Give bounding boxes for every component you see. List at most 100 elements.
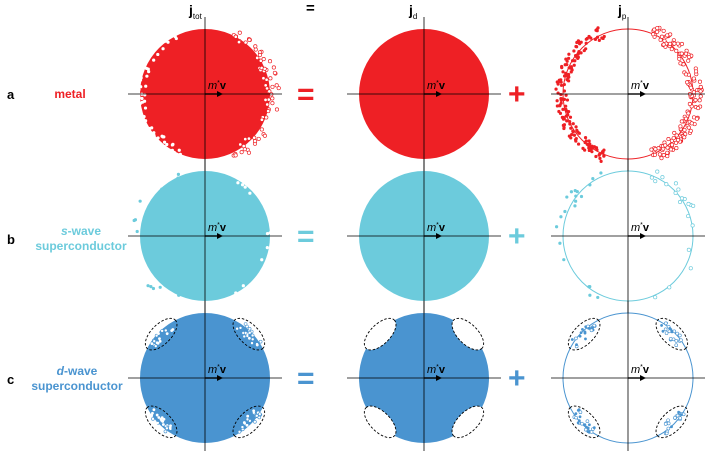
dwave-tot-lobe-hollow-dot	[235, 326, 239, 331]
column-header-jd: jd	[409, 2, 418, 21]
dwave-tot-lobe-hollow-dot	[247, 326, 252, 331]
metal-p-right-hollow-dot	[662, 38, 667, 43]
dwave-tot-lobe-dot	[151, 411, 154, 415]
metal-p-left-dot	[554, 87, 558, 91]
metal-tot-right-hollow-dot	[253, 44, 258, 49]
metal-p-right-hollow-dot	[691, 76, 696, 81]
metal-p-right-hollow-dot	[678, 124, 683, 129]
dwave-p-lobe-dot	[575, 343, 578, 346]
dwave-tot-lobe-hollow-dot	[237, 429, 242, 434]
column-header-equals: =	[306, 0, 315, 17]
metal-p-right-hollow-dot	[667, 41, 673, 46]
metal-p-right-hollow-dot	[659, 156, 664, 161]
metal-p-left-dot	[555, 104, 559, 108]
metal-p-left-dot	[573, 53, 578, 58]
metal-tot-right-hollow-dot	[233, 153, 238, 158]
metal-p-right-hollow-dot	[675, 137, 681, 143]
dwave-tot-lobe-dot	[242, 421, 246, 424]
metal-p-left-dot	[566, 76, 570, 80]
swave-tot-velocity-label: m*v	[208, 222, 227, 234]
dwave-tot-lobe-dot	[150, 335, 154, 339]
swave-tot-left-dot	[165, 283, 169, 287]
metal-p-left-dot	[570, 59, 575, 63]
metal-p-left-dot	[566, 72, 571, 77]
metal-p-left-dot	[587, 139, 591, 143]
metal-p-left-dot	[581, 146, 585, 150]
dwave-tot-lobe-hollow-dot	[160, 329, 164, 333]
metal-tot-left-dot	[143, 106, 148, 110]
metal-p-right-hollow-dot	[669, 142, 675, 147]
dwave-p-lobe-dot	[661, 329, 665, 333]
metal-p-left-dot	[561, 70, 565, 74]
row-name-metal: metal	[54, 87, 86, 101]
metal-tot-right-hollow-dot	[246, 150, 252, 155]
metal-p-left-dot	[576, 51, 580, 55]
metal-tot-right-hollow-dot	[267, 59, 273, 64]
swave-tot-right-dot	[243, 185, 247, 189]
metal-p-right-hollow-dot	[698, 89, 703, 94]
metal-tot-left-dot	[143, 57, 147, 61]
metal-tot-left-dot	[173, 154, 178, 158]
metal-p-left-dot	[572, 49, 576, 53]
swave-p-right-hollow-dot	[673, 181, 678, 186]
dwave-p-lobe-dot	[584, 425, 588, 429]
metal-p-right-hollow-dot	[686, 125, 691, 130]
dwave-p-lobe-hollow-dot	[678, 416, 683, 420]
metal-p-velocity-label: m*v	[631, 80, 650, 92]
metal-tot-velocity-arrowhead	[217, 91, 223, 97]
metal-tot-right-hollow-dot	[243, 137, 248, 142]
metal-tot-left-dot	[172, 150, 176, 154]
metal-tot-right-hollow-dot	[246, 136, 251, 141]
metal-tot-right-hollow-dot	[266, 109, 271, 114]
metal-d-velocity-label: m*v	[427, 80, 446, 92]
swave-p-right-hollow-dot	[679, 196, 685, 201]
dwave-tot-lobe-hollow-dot	[163, 429, 168, 434]
dwave-p-lobe-dot	[660, 324, 663, 327]
dwave-p-lobe-dot	[590, 326, 594, 330]
dwave-tot-lobe-hollow-dot	[240, 425, 245, 429]
dwave-tot-lobe-hollow-dot	[247, 331, 252, 335]
metal-p-right-hollow-dot	[682, 135, 687, 140]
metal-p-left-dot	[565, 98, 570, 102]
dwave-d-lobe-ellipse	[363, 317, 397, 351]
metal-p-right-hollow-dot	[657, 152, 662, 157]
dwave-p-lobe-dot	[577, 419, 581, 423]
swave-tot-left-dot	[144, 212, 148, 216]
swave-tot-left-dot	[149, 285, 153, 289]
dwave-tot-lobe-dot	[155, 413, 159, 417]
dwave-p-lobe-dot	[578, 334, 582, 338]
dwave-tot-lobe-dot	[154, 422, 158, 425]
swave-tot-left-dot	[144, 236, 148, 241]
metal-p-left-dot	[593, 37, 598, 42]
swave-p-left-dot	[574, 199, 578, 203]
metal-p-right-hollow-dot	[655, 26, 660, 31]
dwave-tot-lobe-hollow-dot	[250, 333, 255, 338]
dwave-tot-lobe-dot	[162, 417, 166, 421]
metal-p-left-dot	[560, 66, 564, 70]
swave-tot-right-dot	[248, 191, 252, 195]
dwave-p-lobe-hollow-dot	[666, 421, 671, 426]
metal-p-right-hollow-dot	[674, 48, 679, 53]
dwave-tot-lobe-dot	[171, 328, 175, 331]
dwave-p-lobe-hollow-dot	[580, 421, 584, 426]
metal-tot-left-dot	[137, 78, 142, 82]
equals-sign-c: =	[297, 362, 315, 395]
swave-tot-velocity-arrowhead	[217, 233, 223, 239]
swave-tot-left-dot	[146, 284, 150, 288]
dwave-tot-lobe-dot	[247, 336, 251, 340]
metal-tot-left-dot	[146, 45, 150, 49]
metal-tot-left-dot	[162, 135, 166, 139]
swave-p-left-dot	[562, 258, 566, 262]
metal-p-right-hollow-dot	[661, 153, 666, 158]
dwave-p-velocity-label: m*v	[631, 364, 650, 376]
dwave-d-velocity-label: m*v	[427, 364, 446, 376]
metal-tot-right-hollow-dot	[270, 84, 275, 89]
metal-p-left-dot	[584, 37, 588, 41]
metal-tot-right-hollow-dot	[252, 135, 257, 140]
swave-p-right-hollow-dot	[664, 182, 669, 187]
metal-p-right-hollow-dot	[679, 51, 684, 56]
metal-tot-left-dot	[131, 103, 135, 107]
metal-p-right-hollow-dot	[663, 143, 668, 148]
dwave-p-lobe-hollow-dot	[679, 338, 683, 343]
dwave-p-lobe-dot	[587, 423, 591, 427]
